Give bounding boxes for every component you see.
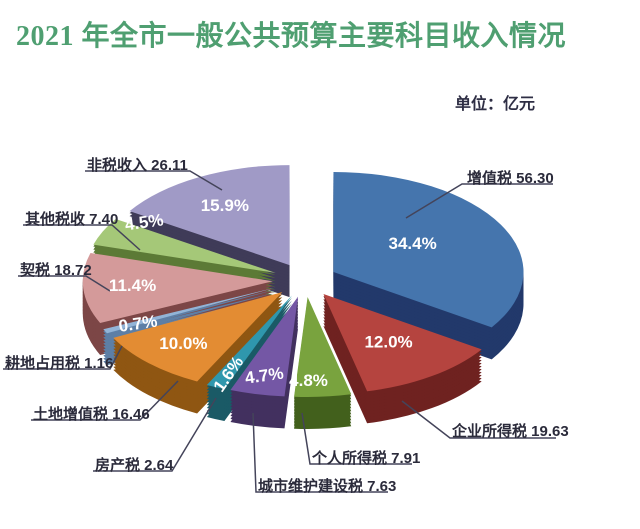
unit-label: 单位：亿元	[455, 96, 536, 113]
callout-leader-line-9	[85, 170, 223, 191]
pie-slice-4[interactable]	[206, 295, 292, 390]
slice-percent-label-1: 12.0%	[364, 333, 412, 352]
slice-percent-label-7: 11.4%	[109, 276, 156, 295]
callout-leader-line-0	[405, 183, 553, 219]
callout-label-2: 个人所得税 7.91	[312, 450, 421, 467]
pie-slice-side-6	[103, 289, 276, 336]
callout-leader-line-5	[31, 380, 179, 421]
callout-label-6: 耕地占用税 1.16	[5, 355, 114, 372]
slice-percent-label-5: 10.0%	[159, 334, 207, 353]
slice-percent-label-9: 15.9%	[201, 196, 249, 215]
pie-slice-5[interactable]	[113, 292, 283, 382]
pie-slice-6[interactable]	[103, 287, 276, 334]
slice-percent-label-0: 34.4%	[388, 234, 436, 253]
callout-leader-line-2	[301, 412, 412, 465]
pie-slice-2[interactable]	[294, 296, 352, 397]
callout-label-1: 企业所得税 19.63	[452, 423, 569, 440]
callout-leader-line-1	[401, 400, 556, 439]
chart-title: 2021 年全市一般公共预算主要科目收入情况	[16, 21, 567, 52]
callout-label-3: 城市维护建设税 7.63	[258, 478, 397, 495]
pie-slice-8[interactable]	[93, 218, 276, 273]
pie-slice-side-6	[103, 292, 276, 339]
slice-percent-label-2: 4.8%	[289, 371, 328, 390]
callout-label-4: 房产税 2.64	[95, 457, 174, 474]
callout-leader-line-6	[3, 345, 123, 370]
callout-label-9: 非税收入 26.11	[87, 157, 188, 174]
callout-leader-line-4	[93, 397, 217, 472]
callout-leader-line-3	[252, 412, 388, 493]
pie-slice-9[interactable]	[129, 165, 290, 266]
pie-slice-3[interactable]	[230, 296, 299, 397]
pie-slice-7[interactable]	[82, 252, 273, 323]
callout-leader-line-7	[18, 275, 111, 292]
pie-slice-0[interactable]	[333, 171, 524, 328]
callout-label-7: 契税 18.72	[20, 262, 92, 279]
pie-slice-1[interactable]	[323, 293, 482, 392]
callout-label-0: 增值税 56.30	[467, 170, 554, 187]
callout-label-8: 其他税收 7.40	[25, 211, 119, 228]
callout-leader-line-8	[23, 224, 141, 251]
callout-label-5: 土地增值税 16.46	[33, 406, 150, 423]
